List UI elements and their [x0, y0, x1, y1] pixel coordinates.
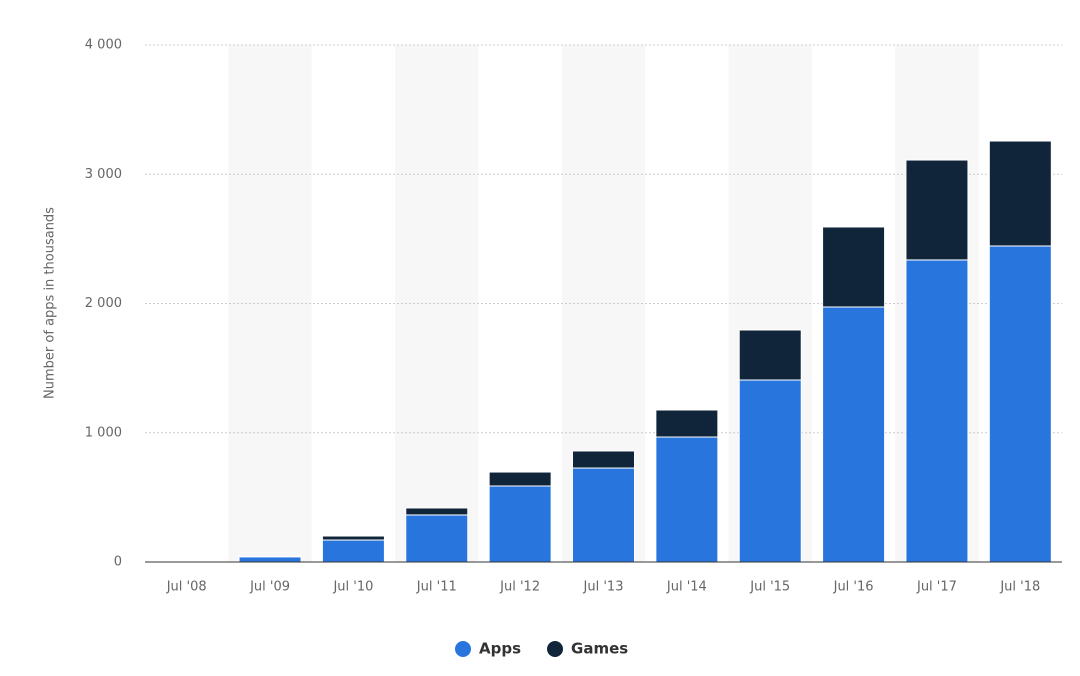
legend-item[interactable]: Games: [547, 640, 628, 658]
band-background: [395, 45, 479, 562]
bar-segment: [822, 226, 886, 308]
legend-label: Apps: [479, 640, 521, 658]
bar-segment: [488, 485, 552, 563]
legend-item[interactable]: Apps: [455, 640, 521, 658]
x-tick-label: Jul '12: [499, 580, 540, 595]
legend: Apps Games: [455, 640, 628, 658]
bar-segment: [572, 467, 635, 563]
bar-segment: [988, 140, 1052, 247]
bar-segment: [321, 535, 385, 541]
y-tick-label: 1 000: [85, 425, 122, 440]
bar-segment: [488, 471, 552, 487]
legend-marker: [455, 641, 471, 657]
x-tick-label: Jul '15: [749, 580, 790, 595]
legend-marker: [547, 641, 564, 657]
bar-segment: [738, 329, 802, 381]
bar-segment: [655, 409, 719, 438]
x-tick-label: Jul '18: [999, 580, 1040, 595]
bar-segment: [405, 514, 469, 563]
x-tick-label: Jul '08: [166, 580, 207, 595]
y-tick-label: 2 000: [85, 296, 122, 311]
y-tick-label: 4 000: [85, 38, 122, 53]
x-tick-label: Jul '17: [916, 580, 957, 595]
bar-segment: [905, 159, 969, 261]
bar-segment: [905, 259, 969, 563]
bar-segment: [572, 450, 635, 469]
x-tick-label: Jul '14: [666, 580, 707, 595]
y-tick-label: 3 000: [85, 167, 122, 182]
bar-segment: [988, 245, 1052, 563]
x-tick-label: Jul '10: [332, 580, 373, 595]
x-tick-label: Jul '09: [249, 580, 290, 595]
y-axis-title: Number of apps in thousands: [43, 207, 58, 399]
bar-segment: [321, 539, 385, 563]
y-tick-label: 0: [114, 555, 122, 570]
bar-segment: [822, 306, 886, 563]
x-tick-label: Jul '13: [583, 580, 624, 595]
bar-segment: [738, 379, 802, 563]
bar-segment: [238, 556, 302, 563]
bar-segment: [238, 555, 302, 558]
bar-segment: [655, 436, 719, 563]
legend-label: Games: [571, 640, 628, 658]
bar-segment: [405, 507, 469, 516]
x-tick-label: Jul '11: [416, 580, 457, 595]
x-tick-label: Jul '16: [833, 580, 874, 595]
